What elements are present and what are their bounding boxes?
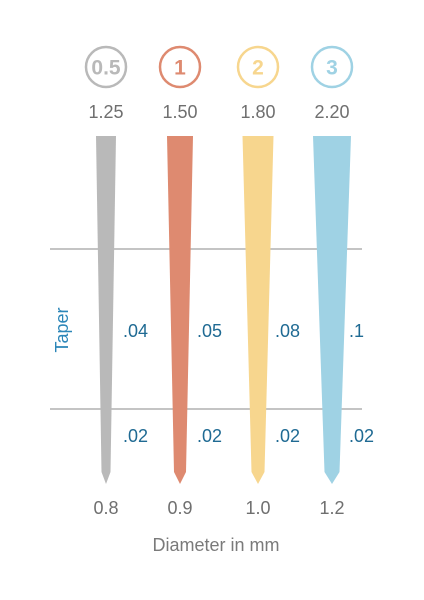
taper-axis-title: Taper [52,307,72,352]
instrument-badge-text: 1 [174,57,186,80]
instrument-badge-circle [84,45,128,89]
instrument-badge-circle [310,45,354,89]
instrument-top-label: 1.50 [162,102,197,122]
instrument-badge-circle [158,45,202,89]
instrument-badge-text: 3 [326,57,338,80]
instrument-badge-text: 0.5 [91,57,121,80]
instrument-tip-diameter: 1.0 [245,498,270,518]
instrument-tip-diameter: 0.9 [167,498,192,518]
instrument-tip-diameter: 1.2 [319,498,344,518]
lower-taper-value: .02 [197,426,222,446]
instrument-top-label: 1.25 [88,102,123,122]
lower-taper-value: .02 [275,426,300,446]
upper-taper-value: .1 [349,321,364,341]
lower-taper-value: .02 [123,426,148,446]
lower-taper-value: .02 [349,426,374,446]
instrument-3: 2 1.80 .08 .02 1.0 [236,45,300,518]
instrument-2: 1 1.50 .05 .02 0.9 [158,45,222,518]
instrument-shaft [96,136,116,484]
instrument-top-label: 1.80 [240,102,275,122]
instrument-1: 0.5 1.25 .04 .02 0.8 [84,45,148,518]
upper-taper-value: .04 [123,321,148,341]
upper-taper-value: .08 [275,321,300,341]
diameter-axis-title: Diameter in mm [152,535,279,555]
instrument-tip-diameter: 0.8 [93,498,118,518]
instrument-badge-text: 2 [252,57,264,80]
instrument-shaft [242,136,274,484]
instrument-shaft [313,136,351,484]
instrument-shaft [167,136,193,484]
instrument-badge-circle [236,45,280,89]
instruments-group: 0.5 1.25 .04 .02 0.8 1 1.50 .05 .02 0.9 2 1.80 .08 .0… [84,45,374,518]
upper-taper-value: .05 [197,321,222,341]
instrument-4: 3 2.20 .1 .02 1.2 [310,45,374,518]
instrument-top-label: 2.20 [314,102,349,122]
